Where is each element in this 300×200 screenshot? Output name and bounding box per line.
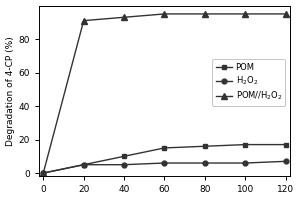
- POM: [243, 143, 247, 146]
- Y-axis label: Degradation of 4-CP (%): Degradation of 4-CP (%): [6, 36, 15, 146]
- POM//H$_2$O$_2$: [243, 13, 247, 15]
- POM: [122, 155, 126, 158]
- POM: [284, 143, 287, 146]
- POM: [82, 163, 85, 166]
- POM: [163, 147, 166, 149]
- H$_2$O$_2$: [203, 162, 207, 164]
- POM: [203, 145, 207, 147]
- Line: H$_2$O$_2$: H$_2$O$_2$: [41, 159, 288, 175]
- Line: POM//H$_2$O$_2$: POM//H$_2$O$_2$: [40, 11, 289, 176]
- H$_2$O$_2$: [243, 162, 247, 164]
- POM//H$_2$O$_2$: [82, 19, 85, 22]
- H$_2$O$_2$: [163, 162, 166, 164]
- Line: POM: POM: [41, 142, 288, 175]
- POM//H$_2$O$_2$: [41, 172, 45, 174]
- POM//H$_2$O$_2$: [203, 13, 207, 15]
- Legend: POM, H$_2$O$_2$, POM//H$_2$O$_2$: POM, H$_2$O$_2$, POM//H$_2$O$_2$: [212, 59, 286, 106]
- H$_2$O$_2$: [122, 163, 126, 166]
- POM//H$_2$O$_2$: [122, 16, 126, 18]
- H$_2$O$_2$: [284, 160, 287, 163]
- POM//H$_2$O$_2$: [163, 13, 166, 15]
- POM: [41, 172, 45, 174]
- H$_2$O$_2$: [41, 172, 45, 174]
- POM//H$_2$O$_2$: [284, 13, 287, 15]
- H$_2$O$_2$: [82, 163, 85, 166]
